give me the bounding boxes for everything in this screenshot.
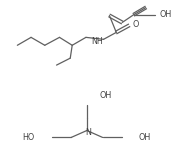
Text: OH: OH: [139, 133, 151, 142]
Text: OH: OH: [159, 10, 172, 19]
Text: HO: HO: [23, 133, 35, 142]
Text: N: N: [85, 128, 91, 137]
Text: NH: NH: [91, 37, 103, 46]
Text: O: O: [133, 20, 139, 29]
Text: OH: OH: [100, 91, 112, 100]
